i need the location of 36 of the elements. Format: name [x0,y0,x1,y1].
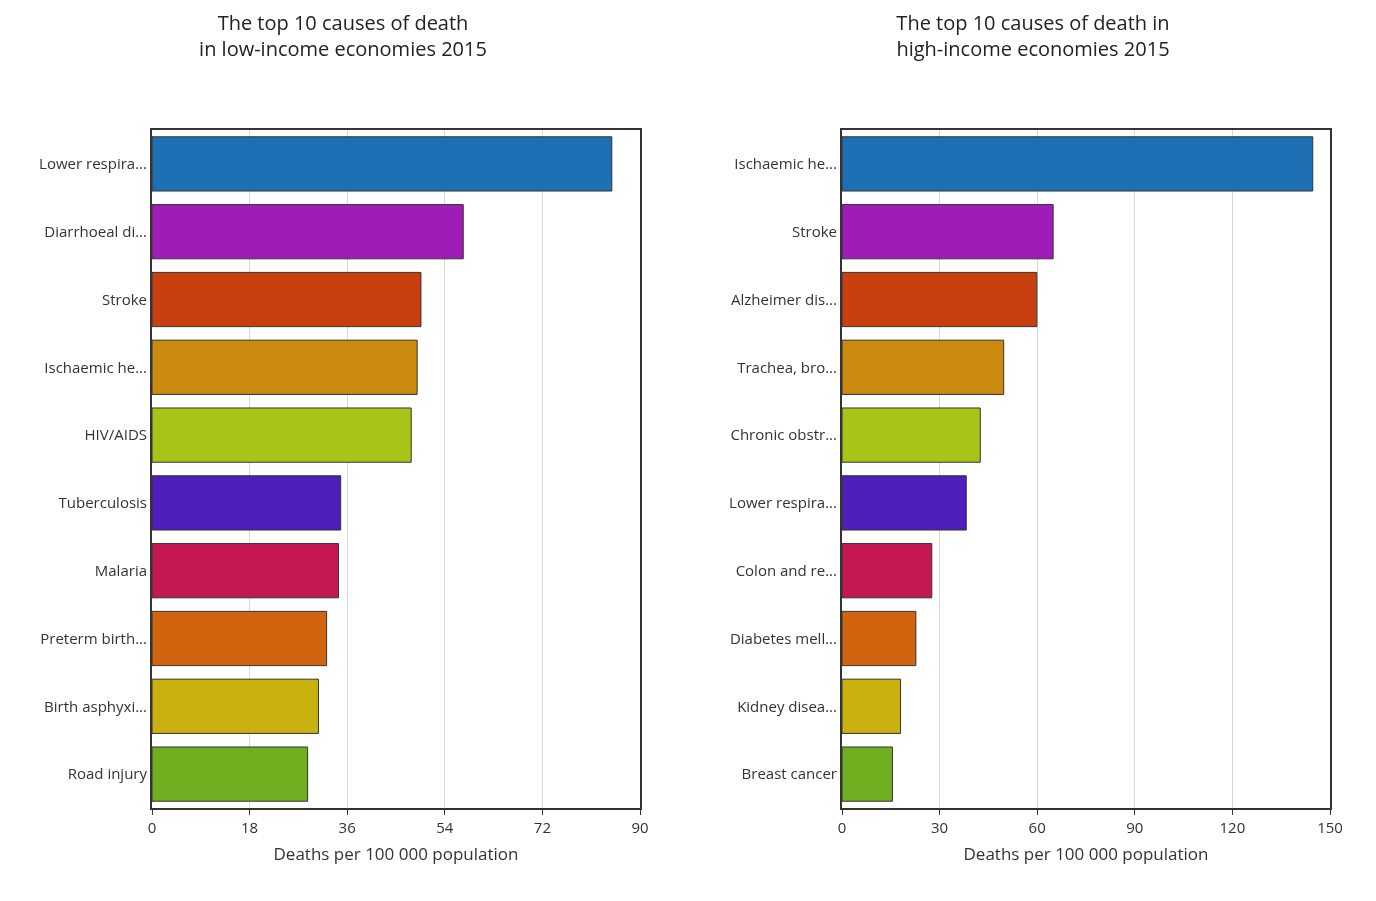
x-tick-label: 60 [1028,817,1046,837]
y-tick-label: Alzheimer dis... [731,288,837,309]
y-tick-label: Birth asphyxi... [44,695,147,716]
y-tick-label: Ischaemic he... [734,153,837,174]
y-tick-label: Lower respira... [39,153,147,174]
y-tick-label: Lower respira... [729,492,837,513]
x-tick-label: 0 [837,817,847,837]
x-tick-label: 120 [1219,817,1246,837]
x-tick-label: 90 [1126,817,1144,837]
y-tick-label: Kidney disea... [737,695,837,716]
y-tick-label: Trachea, bro... [737,356,837,377]
x-tick-label: 0 [147,817,157,837]
x-tick-label: 18 [241,817,259,837]
y-tick-label: Road injury [67,763,148,784]
y-tick-label: Breast cancer [741,763,837,784]
chart-title: The top 10 causes of death in low-income economies 2015 [199,9,487,63]
y-tick-label: Ischaemic he... [44,356,147,377]
y-tick-label: Stroke [791,220,837,241]
y-tick-label: Preterm birth... [40,627,147,648]
x-axis-title: Deaths per 100 000 population [963,841,1209,865]
x-tick-label: 150 [1317,817,1343,837]
y-tick-label: Chronic obstr... [730,424,837,445]
y-tick-label: Stroke [101,288,147,309]
x-tick-label: 54 [436,817,454,837]
x-axis-title: Deaths per 100 000 population [273,841,519,865]
chart-title: The top 10 causes of death in high-income economies 2015 [896,9,1170,63]
y-tick-label: Tuberculosis [58,492,147,513]
y-tick-label: Malaria [94,559,147,580]
y-tick-label: Diarrhoeal di... [44,220,147,241]
y-tick-label: HIV/AIDS [84,424,147,445]
y-tick-label: Colon and re... [735,559,837,580]
x-tick-label: 72 [533,817,551,837]
x-tick-label: 90 [631,817,649,837]
x-tick-label: 30 [931,817,949,837]
y-tick-label: Diabetes mell... [729,627,837,648]
x-tick-label: 36 [338,817,356,837]
